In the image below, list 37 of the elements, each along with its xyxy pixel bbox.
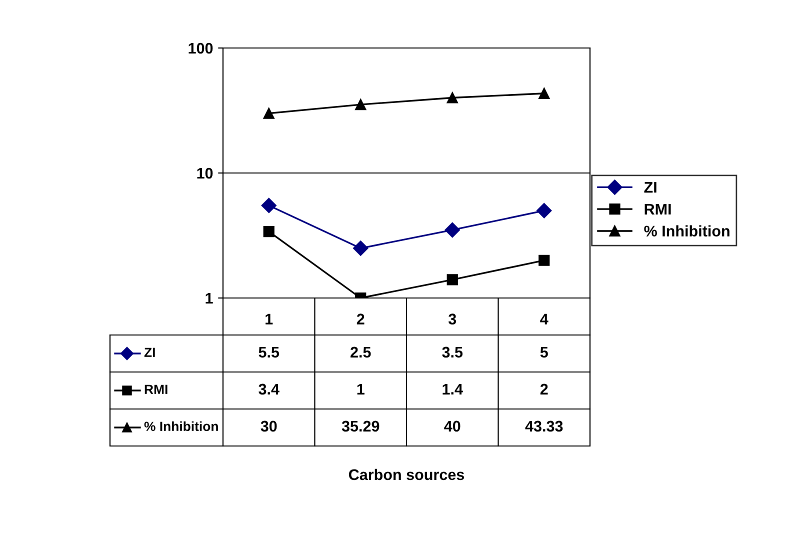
- text: Carbon sources: [348, 468, 464, 480]
- point: [446, 274, 458, 286]
- x-tick-label: 2: [356, 314, 364, 324]
- legend-label: % Inhibition: [644, 225, 730, 236]
- point: [261, 198, 276, 214]
- x-tick-label: 1: [266, 314, 273, 324]
- data-label: 3.5: [442, 346, 463, 358]
- y-tick-label: 1: [206, 293, 213, 304]
- point: [263, 108, 274, 119]
- data-label: 1: [357, 384, 364, 394]
- y-tick-label: 100: [188, 42, 213, 54]
- x-tick-label: 4: [540, 314, 548, 324]
- point: [444, 222, 460, 238]
- x-tick-label: 3: [448, 314, 456, 325]
- point: [353, 240, 368, 256]
- data-label: 2.5: [350, 346, 371, 358]
- point: [355, 98, 366, 110]
- data-label: 3.4: [258, 384, 280, 395]
- point: [263, 226, 274, 238]
- point: [536, 203, 552, 218]
- data-label: 2: [540, 384, 548, 394]
- data-label: 30: [260, 420, 277, 432]
- legend-label: RMI: [644, 204, 671, 214]
- text: RMI: [144, 384, 168, 394]
- data-label: 40: [444, 420, 460, 432]
- data-label: 35.29: [342, 420, 380, 432]
- data-label: 5: [540, 346, 548, 358]
- legend-label: ZI: [644, 182, 656, 193]
- point: [446, 92, 458, 104]
- text: ZI: [144, 348, 155, 357]
- point: [538, 254, 550, 266]
- data-label: 5.5: [258, 346, 280, 358]
- data-label: 1.4: [442, 384, 463, 394]
- y-tick-label: 10: [197, 168, 213, 179]
- point: [538, 88, 550, 99]
- text: % Inhibition: [144, 421, 218, 432]
- data-label: 43.33: [525, 420, 563, 432]
